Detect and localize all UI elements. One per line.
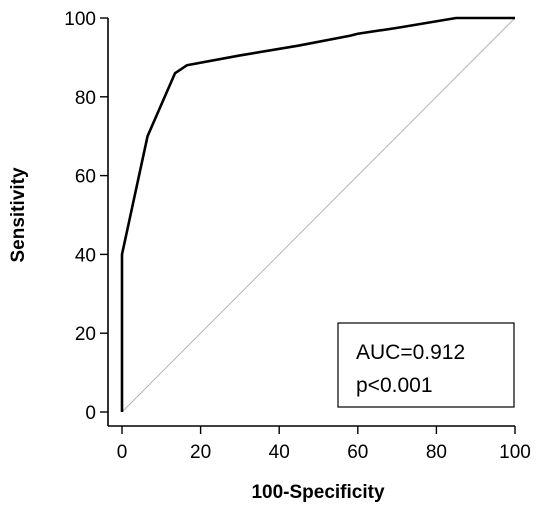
annotation-frame	[337, 322, 515, 408]
x-tick-label: 40	[269, 442, 290, 463]
x-tick-label: 0	[117, 442, 128, 463]
roc-curve-line	[120, 16, 515, 412]
x-tick-label: 60	[347, 442, 368, 463]
ticks: 0 20 40 60 80 100 0 20 40 60 80 100	[64, 9, 531, 463]
annotation-box: AUC=0.912 p<0.001	[337, 322, 515, 408]
p-value-label: p<0.001	[356, 374, 433, 397]
y-tick-label: 40	[75, 245, 96, 266]
y-tick-label: 0	[85, 403, 96, 424]
axes	[107, 18, 515, 427]
series-layer	[120, 16, 516, 413]
y-tick-label: 80	[75, 88, 96, 109]
y-tick-label: 20	[75, 324, 96, 345]
x-tick-label: 100	[499, 442, 531, 463]
y-tick-label: 100	[64, 9, 96, 30]
x-axis-title: 100-Specificity	[251, 482, 384, 503]
y-axis-title: Sensitivity	[8, 167, 29, 262]
x-tick-label: 80	[426, 442, 447, 463]
y-tick-label: 60	[75, 167, 96, 188]
reference-diagonal-line	[121, 17, 516, 413]
auc-label: AUC=0.912	[356, 341, 465, 364]
x-tick-label: 20	[190, 442, 211, 463]
